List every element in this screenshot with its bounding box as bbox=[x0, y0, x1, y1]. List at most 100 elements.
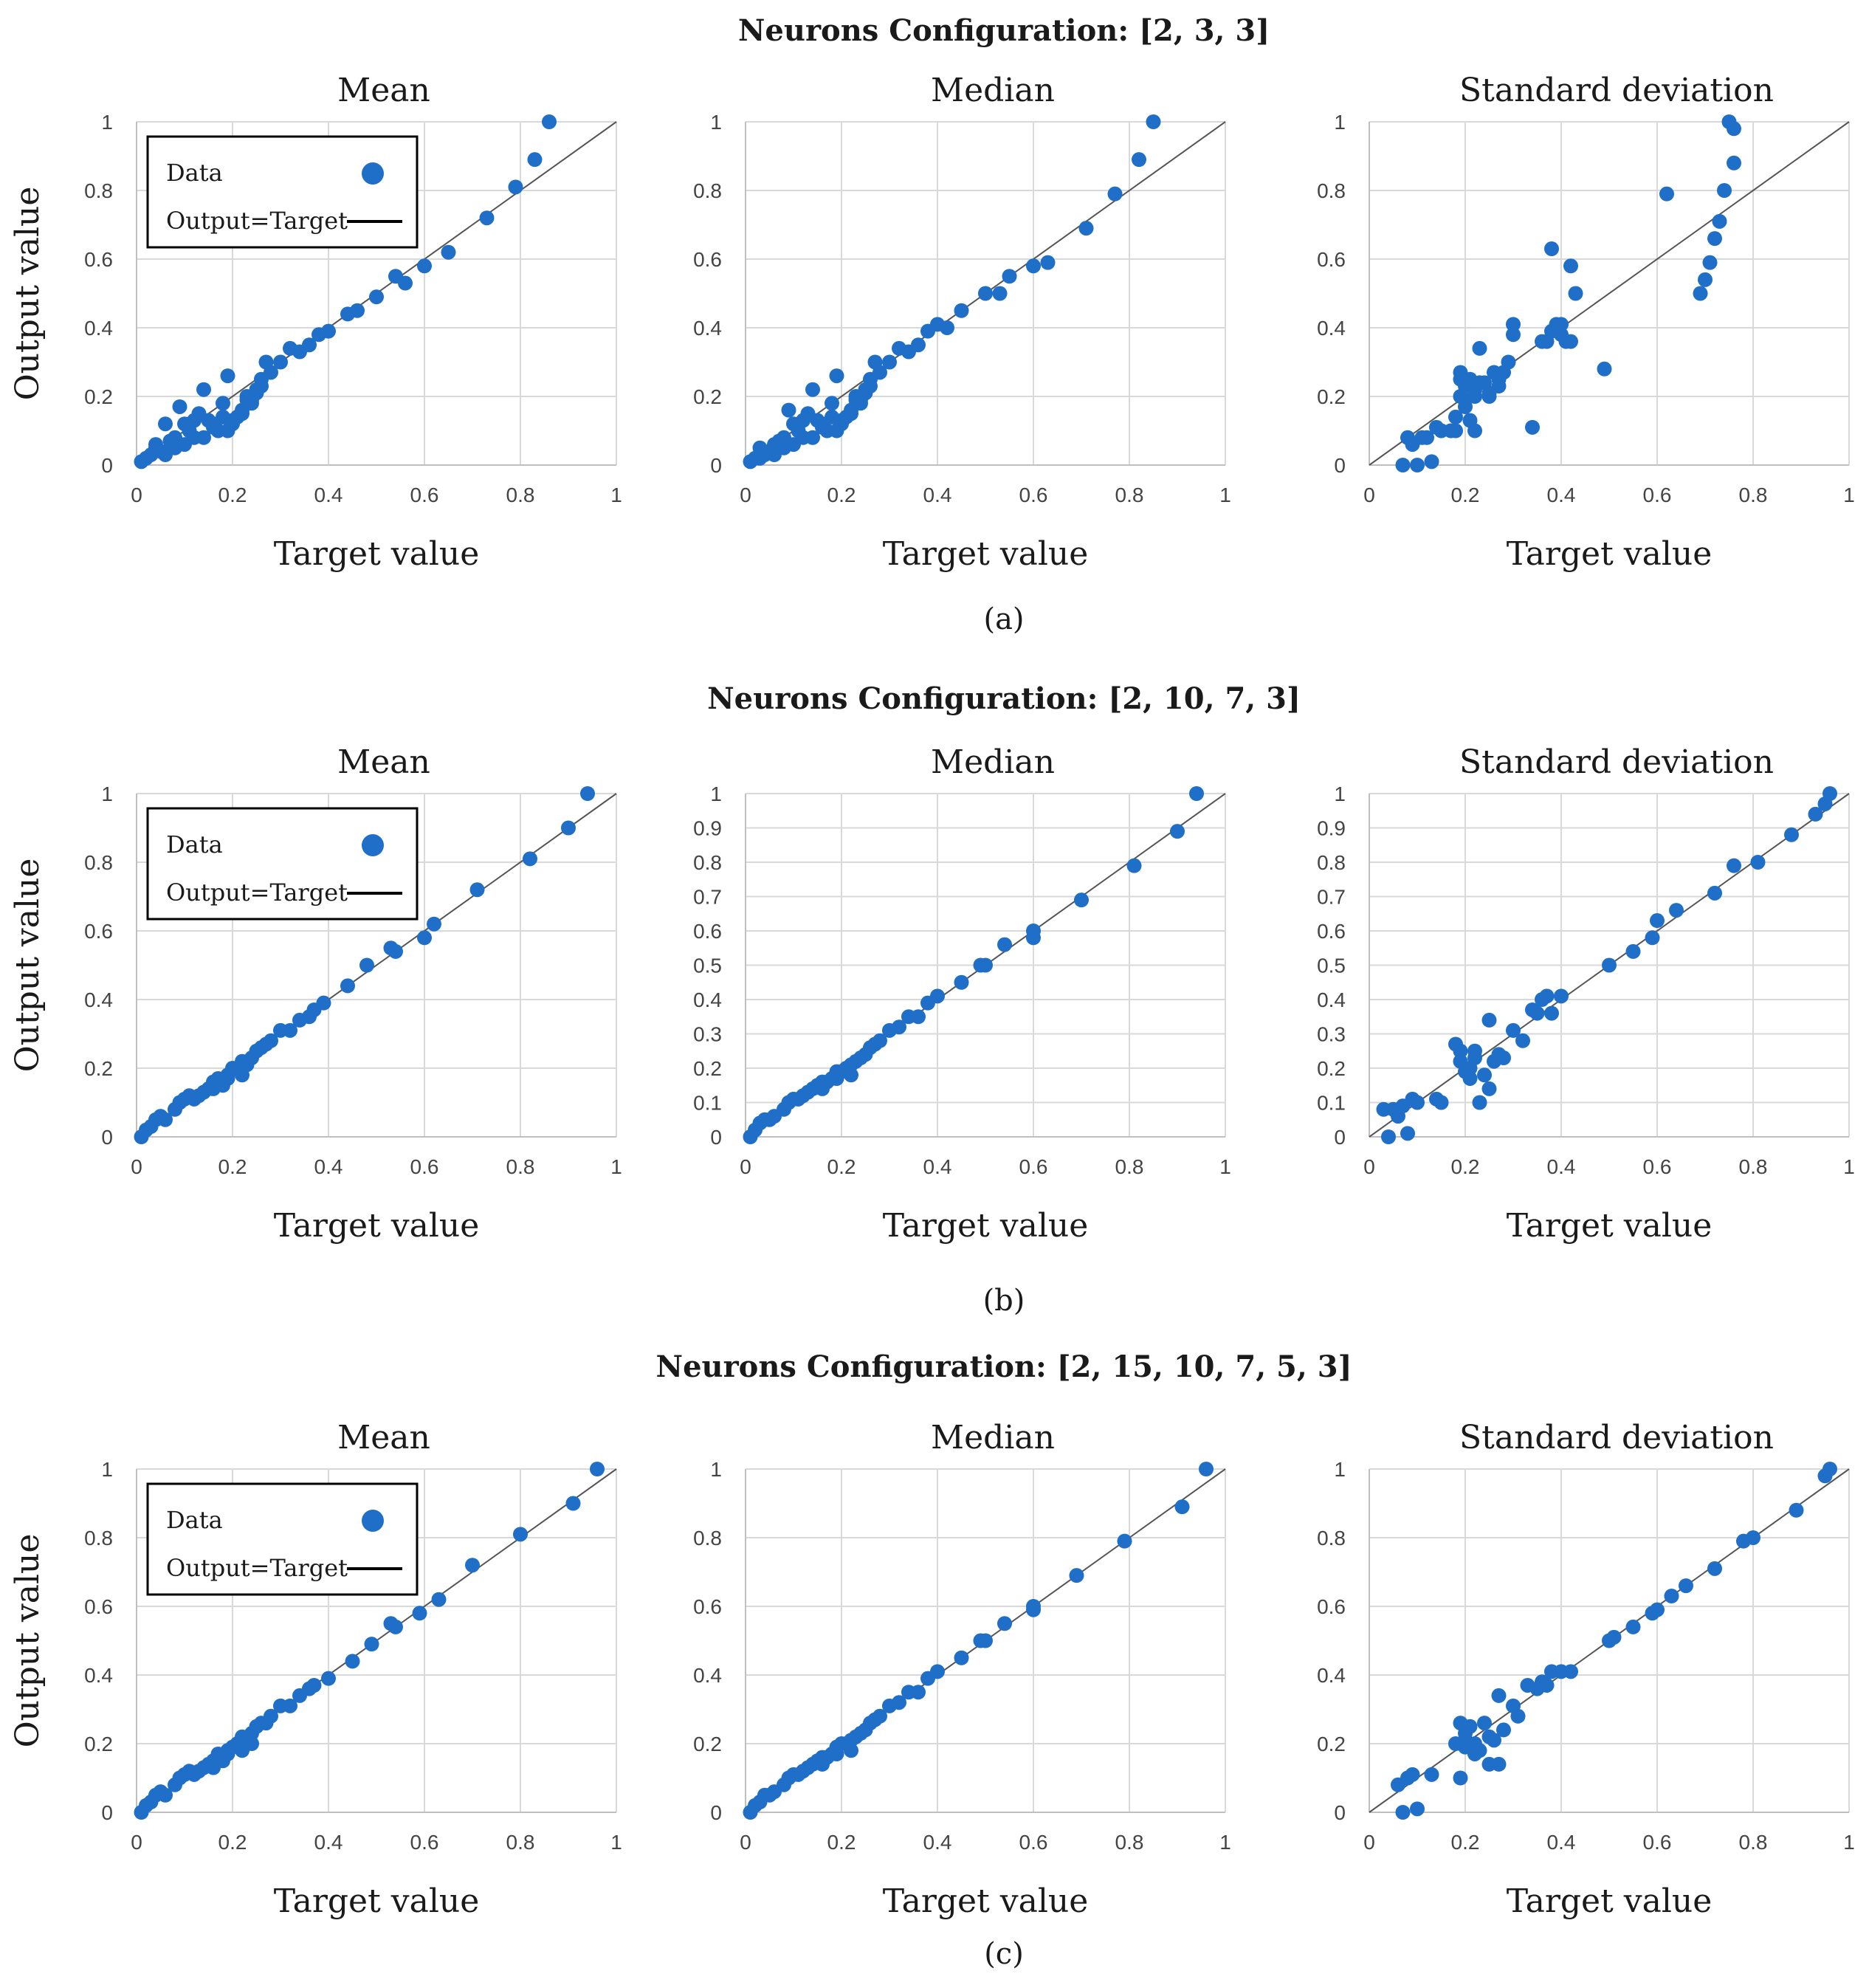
data-point bbox=[417, 930, 432, 946]
y-tick-label: 0.8 bbox=[84, 179, 113, 202]
y-tick-label: 0 bbox=[710, 454, 722, 477]
y-tick-label: 0.2 bbox=[693, 385, 722, 408]
data-point bbox=[1481, 1012, 1497, 1028]
data-point bbox=[264, 1033, 278, 1048]
data-point bbox=[1693, 286, 1708, 301]
data-point bbox=[1789, 1502, 1804, 1518]
data-point bbox=[206, 1760, 221, 1775]
panel-title: Mean bbox=[337, 72, 430, 109]
data-point bbox=[1467, 423, 1482, 438]
data-point bbox=[844, 1743, 858, 1758]
data-point bbox=[1199, 1462, 1214, 1476]
panel-title: Standard deviation bbox=[1459, 743, 1774, 781]
data-point bbox=[350, 303, 365, 318]
x-tick-label: 0 bbox=[1363, 1155, 1375, 1178]
data-point bbox=[590, 1462, 605, 1476]
y-tick-label: 0 bbox=[1334, 1126, 1346, 1149]
x-tick-label: 0.2 bbox=[218, 484, 247, 506]
data-point bbox=[168, 440, 182, 455]
x-tick-label: 1 bbox=[1843, 1155, 1855, 1178]
x-tick-label: 0.4 bbox=[923, 1831, 952, 1854]
x-tick-label: 0.6 bbox=[1019, 1155, 1048, 1178]
y-tick-label: 1 bbox=[710, 111, 722, 134]
data-point bbox=[1506, 317, 1521, 332]
data-point bbox=[302, 337, 317, 353]
panels: 0 0.2 0.4 0.6 0.8 1 0 0.2 0.4 0.6 0.8 1 Mean Target v… bbox=[9, 72, 1855, 1920]
data-point bbox=[892, 1019, 906, 1035]
data-point bbox=[216, 396, 230, 411]
data-point bbox=[1477, 1067, 1492, 1083]
scatter-panel-5: 0 0.2 0.4 0.6 0.8 1 0 0.1 0.2 0.3 0.4 0.5 0.6 0.7 0.8 0… bbox=[693, 743, 1231, 1245]
x-tick-label: 0.4 bbox=[314, 1155, 343, 1178]
legend-line-label: Output=Target bbox=[166, 207, 348, 235]
data-point bbox=[1650, 913, 1665, 929]
data-point bbox=[561, 820, 576, 836]
x-tick-label: 0.2 bbox=[827, 484, 856, 506]
data-point bbox=[1501, 354, 1516, 370]
data-point bbox=[1117, 1533, 1132, 1549]
data-point bbox=[1477, 1716, 1492, 1731]
x-tick-label: 1 bbox=[1843, 484, 1855, 506]
data-point bbox=[1467, 1043, 1482, 1059]
y-tick-label: 0.5 bbox=[1317, 955, 1346, 977]
y-tick-label: 0 bbox=[1334, 454, 1346, 477]
data-point bbox=[882, 354, 897, 370]
data-point bbox=[1472, 1095, 1487, 1110]
data-point bbox=[1563, 1664, 1578, 1679]
data-point bbox=[1453, 1770, 1468, 1786]
legend-line-label: Output=Target bbox=[166, 1554, 348, 1582]
data-point bbox=[1107, 186, 1123, 202]
panel-title: Mean bbox=[337, 743, 430, 781]
y-tick-label: 0.9 bbox=[1317, 817, 1346, 840]
y-tick-label: 0.4 bbox=[84, 1664, 113, 1687]
data-point bbox=[911, 1009, 926, 1025]
data-point bbox=[1563, 258, 1578, 274]
data-point bbox=[369, 289, 384, 305]
scatter-panel-1: 0 0.2 0.4 0.6 0.8 1 0 0.2 0.4 0.6 0.8 1 Mean Target v… bbox=[9, 72, 622, 573]
data-point bbox=[1410, 1095, 1425, 1110]
y-tick-label: 0.2 bbox=[693, 1057, 722, 1080]
data-point bbox=[1544, 1005, 1559, 1021]
data-point bbox=[1026, 258, 1041, 274]
data-point bbox=[1496, 1050, 1511, 1066]
data-point bbox=[872, 365, 887, 380]
y-tick-label: 0.9 bbox=[693, 817, 722, 840]
legend-data-marker bbox=[362, 834, 384, 856]
data-point bbox=[1078, 221, 1094, 236]
y-tick-label: 0.7 bbox=[693, 886, 722, 909]
x-tick-label: 1 bbox=[1843, 1831, 1855, 1854]
data-point bbox=[427, 916, 441, 932]
data-point bbox=[825, 409, 839, 424]
x-tick-label: 0.4 bbox=[923, 484, 952, 506]
x-tick-label: 0.2 bbox=[827, 1831, 856, 1854]
data-point bbox=[206, 419, 221, 435]
data-point bbox=[815, 1081, 830, 1096]
data-point bbox=[388, 943, 403, 959]
y-tick-label: 0 bbox=[1334, 1801, 1346, 1824]
x-tick-label: 0 bbox=[1363, 1831, 1375, 1854]
data-point bbox=[479, 210, 495, 226]
data-point bbox=[1040, 255, 1056, 270]
y-tick-label: 0.4 bbox=[693, 1664, 722, 1687]
data-point bbox=[1822, 786, 1837, 801]
x-tick-label: 0.8 bbox=[1739, 1155, 1768, 1178]
data-point bbox=[844, 406, 858, 422]
y-tick-label: 0.2 bbox=[1317, 385, 1346, 408]
data-point bbox=[1510, 1708, 1526, 1724]
panel-title: Median bbox=[931, 743, 1055, 781]
panel-title: Median bbox=[931, 1419, 1055, 1456]
data-point bbox=[359, 957, 374, 973]
y-tick-label: 0 bbox=[101, 1801, 113, 1824]
y-tick-label: 1 bbox=[710, 783, 722, 805]
x-tick-label: 0 bbox=[131, 484, 142, 506]
x-tick-label: 0 bbox=[740, 484, 751, 506]
data-point bbox=[283, 1022, 297, 1038]
y-tick-label: 0.1 bbox=[1317, 1092, 1346, 1115]
data-point bbox=[1750, 855, 1766, 870]
data-point bbox=[523, 851, 537, 867]
row-title-a: Neurons Configuration: [2, 3, 3] bbox=[738, 13, 1270, 48]
scatter-panel-4: 0 0.2 0.4 0.6 0.8 1 0 0.2 0.4 0.6 0.8 1 Mean Target v… bbox=[9, 743, 622, 1245]
data-point bbox=[1625, 1619, 1641, 1634]
data-point bbox=[172, 399, 187, 414]
